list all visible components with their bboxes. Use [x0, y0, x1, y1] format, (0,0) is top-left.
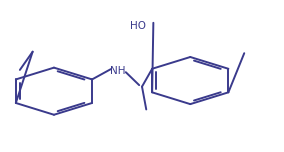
Text: HO: HO — [130, 21, 146, 31]
Text: NH: NH — [110, 66, 126, 76]
